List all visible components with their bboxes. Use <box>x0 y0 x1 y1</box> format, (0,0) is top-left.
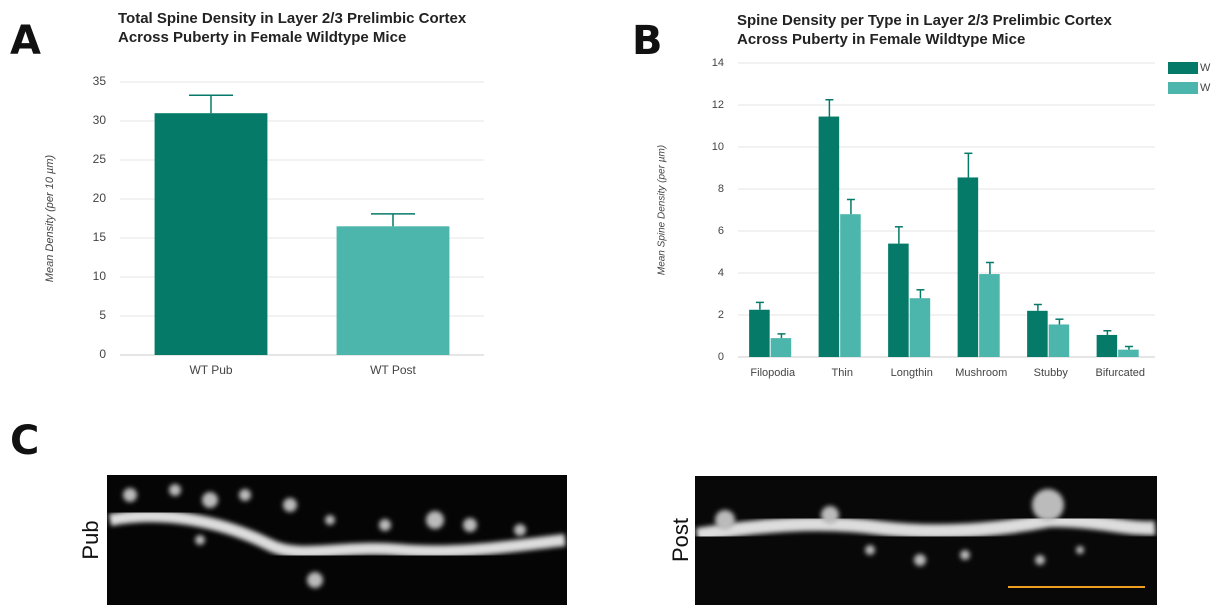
bar <box>154 113 268 355</box>
image-label: Pub <box>78 520 103 559</box>
legend-swatch <box>1168 82 1198 94</box>
x-tick-label: Mushroom <box>955 367 1007 379</box>
bar <box>749 309 770 357</box>
x-tick-label: Thin <box>832 367 853 379</box>
legend-swatch <box>1168 62 1198 74</box>
bar <box>770 338 792 357</box>
y-tick-label: 4 <box>718 267 724 279</box>
y-tick-label: 10 <box>712 141 724 153</box>
bar <box>1027 310 1048 357</box>
x-tick-label: Stubby <box>1034 367 1069 379</box>
bar <box>979 274 1000 357</box>
bar <box>818 116 840 357</box>
legend-label: W <box>1200 62 1211 74</box>
y-tick-label: 35 <box>93 74 107 88</box>
panel-label: C <box>10 418 40 464</box>
image-label: Post <box>668 518 693 562</box>
y-axis-label: Mean Density (per 10 µm) <box>44 154 56 282</box>
chart-title: Spine Density per Type in Layer 2/3 Prel… <box>737 12 1112 48</box>
bar <box>1048 324 1070 357</box>
x-tick-label: Filopodia <box>750 367 796 379</box>
y-axis-label: Mean Spine Density (per µm) <box>657 145 668 275</box>
micrograph-post <box>695 476 1157 605</box>
bar <box>957 177 979 357</box>
y-tick-label: 14 <box>712 57 724 69</box>
y-tick-label: 5 <box>99 308 106 322</box>
panel-label: B <box>632 18 663 64</box>
bar <box>840 214 861 357</box>
y-tick-label: 30 <box>93 113 107 127</box>
bar <box>336 226 450 355</box>
y-tick-label: 0 <box>99 347 106 361</box>
panel-label: A <box>10 18 41 64</box>
x-tick-label: Bifurcated <box>1095 367 1145 379</box>
y-tick-label: 15 <box>93 230 107 244</box>
y-tick-label: 6 <box>718 225 724 237</box>
bar <box>888 243 909 357</box>
y-tick-label: 25 <box>93 152 107 166</box>
bar <box>1118 349 1139 357</box>
y-tick-label: 20 <box>93 191 107 205</box>
x-tick-label: WT Pub <box>189 363 232 377</box>
bar <box>909 298 931 357</box>
x-tick-label: WT Post <box>370 363 416 377</box>
bar <box>1096 334 1118 357</box>
x-tick-label: Longthin <box>891 367 933 379</box>
y-tick-label: 10 <box>93 269 107 283</box>
legend-label: W <box>1200 82 1211 94</box>
y-tick-label: 2 <box>718 309 724 321</box>
chart-title: Total Spine Density in Layer 2/3 Prelimb… <box>118 10 467 46</box>
y-tick-label: 12 <box>712 99 724 111</box>
micrograph-pub <box>107 475 567 605</box>
y-tick-label: 8 <box>718 183 724 195</box>
y-tick-label: 0 <box>718 351 724 363</box>
